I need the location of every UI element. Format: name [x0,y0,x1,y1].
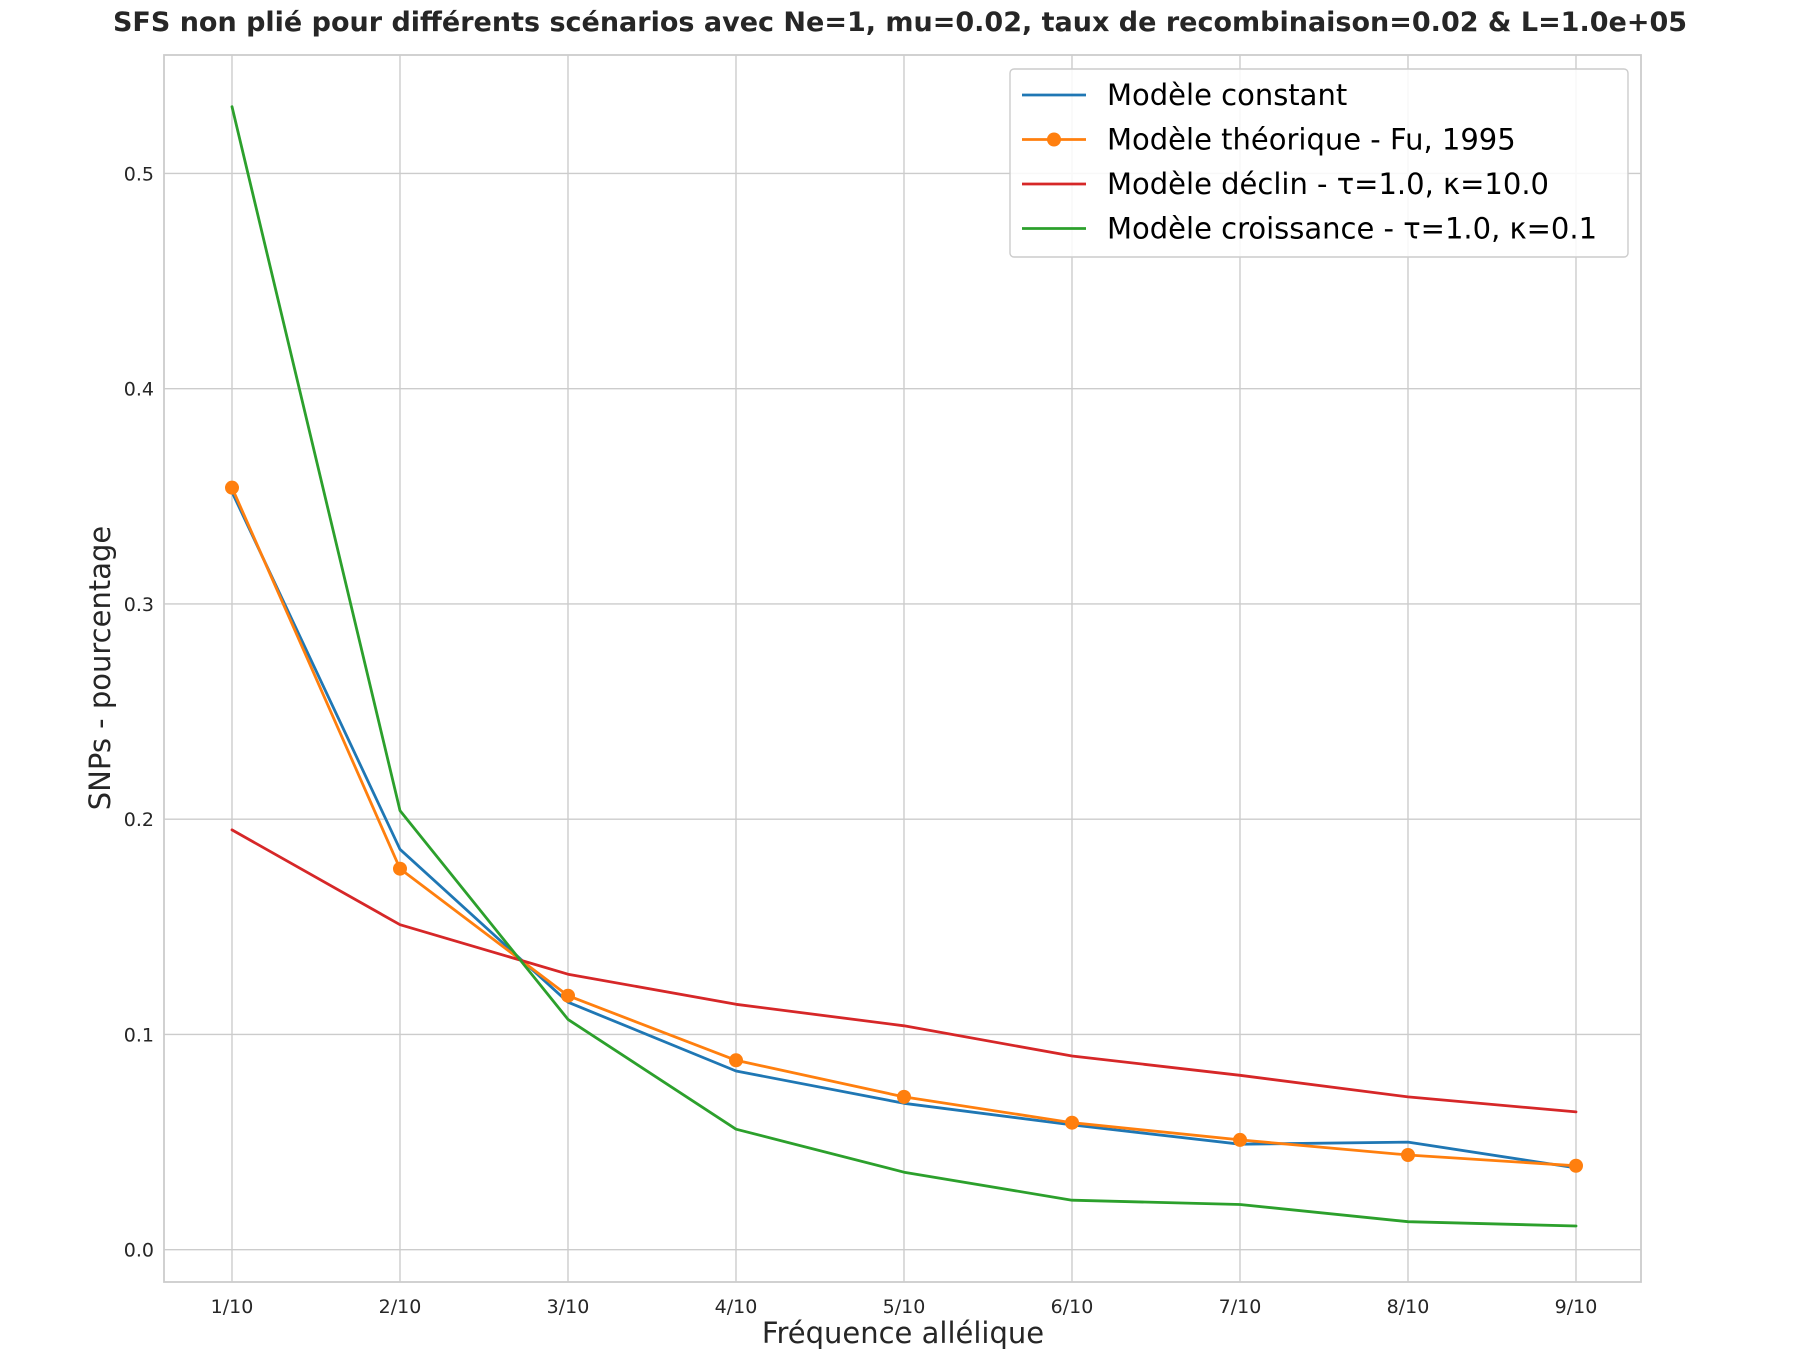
y-tick-label: 0.4 [124,379,154,401]
legend-entry: Modèle déclin - τ=1.0, κ=10.0 [1022,167,1549,201]
series-3 [230,828,1578,1114]
x-axis-label: Fréquence allélique [762,1316,1044,1350]
y-axis-ticks: 0.0 0.1 0.2 0.3 0.4 0.5 [124,163,154,1261]
legend-label: Modèle constant [1107,78,1347,112]
y-tick-label: 0.5 [124,163,154,185]
legend-entry: Modèle théorique - Fu, 1995 [1022,123,1516,157]
x-tick-label: 1/10 [211,1296,254,1318]
x-axis-ticks: 1/10 2/10 3/10 4/10 5/10 6/10 7/10 8/10 9/10 [211,1296,1598,1318]
legend-entry: Modèle constant [1022,78,1347,112]
y-tick-label: 0.0 [124,1240,154,1262]
x-tick-label: 5/10 [883,1296,926,1318]
legend: Modèle constant Modèle théorique - Fu, 19… [1009,68,1629,258]
x-tick-label: 6/10 [1051,1296,1094,1318]
series-layer [225,105,1583,1228]
data-point [897,1089,911,1104]
data-point [561,988,575,1003]
y-axis-label: SNPs - pourcentage [83,526,117,810]
data-point [1569,1158,1583,1173]
legend-box [1009,68,1629,258]
data-point [1233,1132,1247,1147]
y-tick-label: 0.2 [124,809,154,831]
data-point [1065,1115,1079,1130]
x-tick-label: 9/10 [1555,1296,1598,1318]
series-line [230,105,1578,1228]
series-line [230,828,1578,1114]
series-2 [225,480,1583,1173]
grid [164,55,1641,1282]
data-point [729,1053,743,1068]
plot-area-frame [163,54,1642,1283]
legend-label: Modèle croissance - τ=1.0, κ=0.1 [1107,212,1597,246]
x-tick-label: 8/10 [1387,1296,1430,1318]
x-tick-label: 2/10 [379,1296,422,1318]
legend-entry: Modèle croissance - τ=1.0, κ=0.1 [1022,212,1597,246]
data-point [225,480,239,495]
data-point [393,861,407,876]
legend-label: Modèle déclin - τ=1.0, κ=10.0 [1107,167,1549,201]
legend-items: Modèle constant Modèle théorique - Fu, 19… [1022,78,1597,246]
data-point [1401,1147,1415,1162]
x-tick-label: 3/10 [547,1296,590,1318]
legend-marker [1047,132,1061,147]
x-tick-label: 4/10 [715,1296,758,1318]
x-tick-label: 7/10 [1219,1296,1262,1318]
y-tick-label: 0.3 [124,594,154,616]
chart-title: SFS non plié pour différents scénarios a… [113,7,1687,38]
series-4 [230,105,1578,1228]
y-tick-label: 0.1 [124,1024,154,1046]
legend-label: Modèle théorique - Fu, 1995 [1107,123,1516,157]
